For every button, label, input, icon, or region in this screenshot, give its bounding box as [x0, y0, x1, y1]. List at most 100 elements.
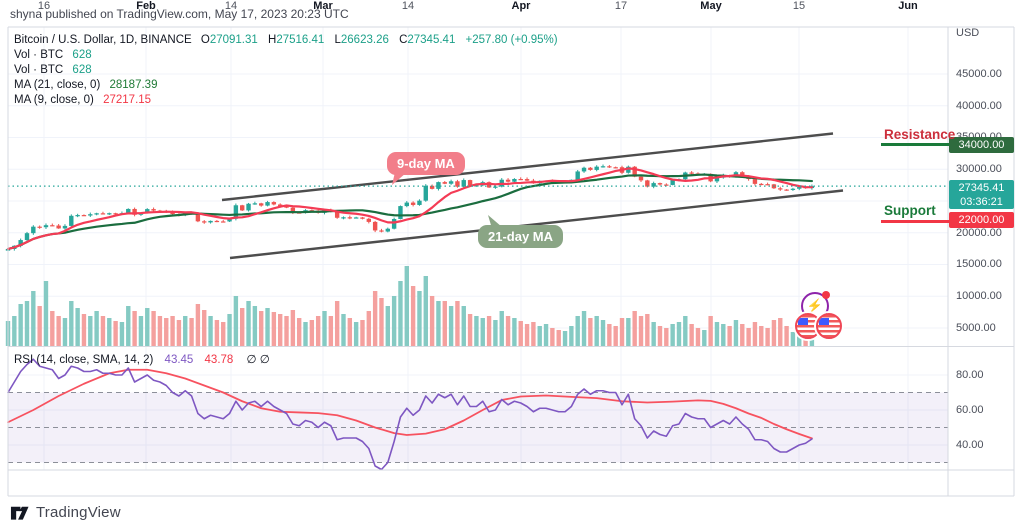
volume-bar [550, 328, 555, 346]
volume-bar [607, 324, 612, 346]
volume-bar [138, 316, 144, 346]
symbol-legend-row[interactable]: Bitcoin / U.S. Dollar, 1D, BINANCE O2709… [14, 33, 565, 48]
volume-bar [43, 281, 49, 346]
candle [581, 167, 587, 172]
candle [410, 202, 416, 205]
candle [195, 213, 201, 222]
volume-bar [778, 318, 783, 346]
volume-bar [721, 324, 726, 346]
time-tick-label: Mar [313, 0, 333, 12]
candle [436, 182, 441, 189]
candle [221, 221, 226, 223]
candle [423, 185, 428, 201]
ma9-legend-row[interactable]: MA (9, close, 0) 27217.15 [14, 93, 565, 108]
volume-legend-row-1[interactable]: Vol · BTC 628 [14, 48, 565, 63]
candle [613, 167, 618, 169]
candle [240, 205, 245, 211]
candle [94, 213, 99, 215]
volume-bar [683, 316, 688, 346]
volume-bar [708, 316, 713, 346]
candle [752, 179, 758, 184]
time-tick-label: Jun [898, 0, 918, 12]
volume-bar [727, 326, 732, 346]
candle [797, 187, 802, 189]
volume-bar [531, 322, 536, 346]
candle [277, 204, 283, 207]
tradingview-logo-text: TradingView [36, 504, 121, 521]
volume-bar [664, 328, 669, 346]
candle [88, 214, 93, 216]
candle [62, 225, 68, 229]
candle [493, 186, 498, 188]
volume-bar [221, 322, 226, 346]
candle [24, 233, 30, 241]
candle [341, 217, 346, 219]
volume-bar [322, 311, 327, 346]
candle [784, 189, 789, 191]
volume-bar [429, 296, 435, 346]
rsi-legend-row[interactable]: RSI (14, close, SMA, 14, 2) 43.45 43.78 … [14, 352, 270, 366]
volume-bar [328, 316, 334, 346]
volume-bar [746, 328, 751, 346]
volume-bar [499, 311, 504, 346]
candle [461, 180, 466, 187]
volume-bar [695, 328, 701, 346]
candle [651, 183, 656, 187]
pane-frame [7, 26, 1015, 497]
candle [398, 206, 403, 219]
candle [290, 207, 296, 213]
volume-bar [562, 331, 568, 346]
volume-bar [632, 311, 637, 346]
rsi-sma-value: 43.78 [204, 354, 234, 366]
candle [107, 213, 112, 215]
currency-label: USD [956, 27, 980, 39]
low-label: L [334, 34, 341, 46]
volume-label-2: Vol · BTC [14, 64, 64, 76]
volume-bar [195, 304, 201, 346]
tradingview-logo[interactable]: TradingView [10, 503, 121, 522]
us-flag-icon[interactable] [816, 313, 842, 339]
volume-bar [638, 316, 644, 346]
candle [151, 209, 156, 211]
ma21-legend-row[interactable]: MA (21, close, 0) 28187.39 [14, 78, 565, 93]
candle [448, 181, 454, 184]
volume-bar [512, 318, 517, 346]
rsi-tick-label: 80.00 [956, 369, 984, 381]
candle [81, 215, 87, 217]
volume-bar [651, 322, 656, 346]
rsi-value: 43.45 [164, 354, 194, 366]
open-label: O [200, 34, 210, 46]
volume-bar [423, 276, 428, 346]
volume-bar [113, 321, 118, 346]
volume-bar [733, 320, 739, 346]
candle [664, 184, 669, 186]
low-value: 26623.26 [340, 34, 389, 46]
close-value: 27345.41 [407, 34, 456, 46]
volume-bar [790, 332, 796, 346]
candle [227, 218, 232, 222]
candle [246, 203, 251, 211]
volume-bar [189, 318, 194, 346]
candle [467, 180, 473, 186]
resistance-price-badge: 34000.00 [949, 137, 1014, 153]
volume-bar [486, 316, 492, 346]
price-tick-label: 15000.00 [956, 258, 1002, 271]
notification-dot [822, 291, 830, 299]
candle [689, 172, 694, 174]
candle [31, 226, 36, 234]
volume-bar [62, 318, 68, 346]
volume-bar [524, 324, 530, 346]
volume-bar [290, 310, 296, 346]
resistance-level-line [881, 143, 949, 146]
candle [524, 179, 530, 181]
volume-bar [448, 306, 454, 346]
volume-value: 628 [72, 49, 92, 61]
candle [50, 225, 55, 227]
candle [284, 206, 289, 208]
volume-legend-row-2[interactable]: Vol · BTC 628 [14, 63, 565, 78]
volume-bar [296, 318, 302, 346]
symbol-title: Bitcoin / U.S. Dollar, 1D, BINANCE [14, 34, 192, 46]
ma9-line [6, 167, 814, 251]
